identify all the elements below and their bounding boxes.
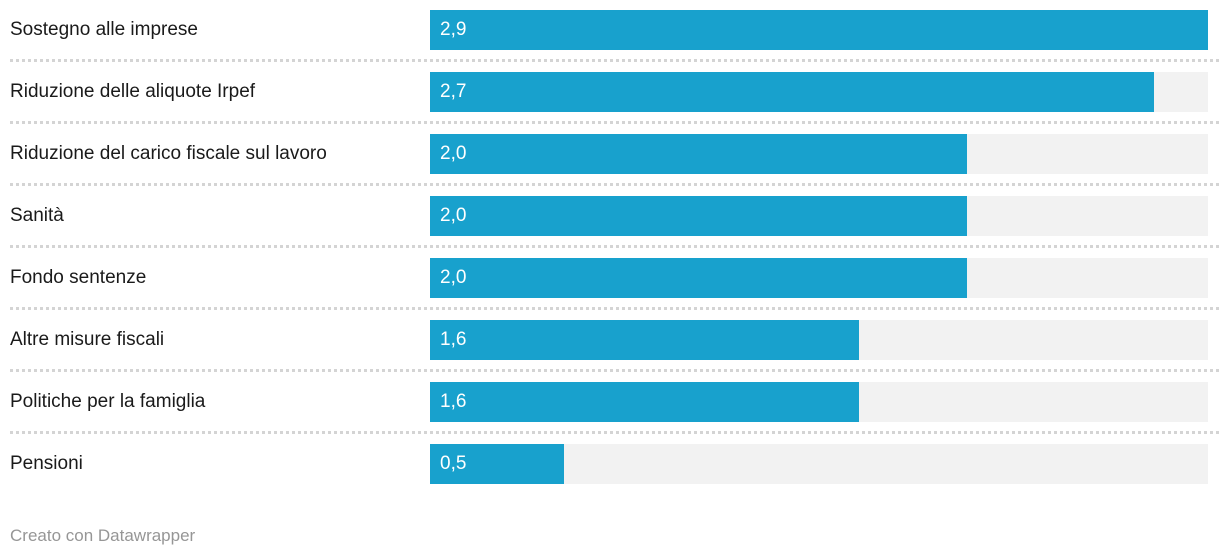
bar-value-label: 1,6 <box>440 329 467 350</box>
bar-track: 2,7 <box>430 72 1208 112</box>
bar-value-label: 2,7 <box>440 81 467 102</box>
bar-track: 1,6 <box>430 320 1208 360</box>
bar-track: 2,9 <box>430 10 1208 50</box>
bar-track: 1,6 <box>430 382 1208 422</box>
bar: 2,7 <box>430 72 1155 112</box>
category-label: Sostegno alle imprese <box>10 19 198 40</box>
row-separator <box>10 183 1220 186</box>
bar-value-label: 2,0 <box>440 267 467 288</box>
bar: 0,5 <box>430 444 565 484</box>
bar-value-label: 2,9 <box>440 19 467 40</box>
chart-row: Riduzione del carico fiscale sul lavoro 2… <box>0 124 1220 186</box>
category-label: Pensioni <box>10 453 83 474</box>
bar-track: 2,0 <box>430 258 1208 298</box>
chart-row: Riduzione delle aliquote Irpef 2,7 <box>0 62 1220 124</box>
bar-value-label: 0,5 <box>440 453 467 474</box>
row-separator <box>10 431 1220 434</box>
bar: 2,9 <box>430 10 1208 50</box>
row-separator <box>10 59 1220 62</box>
row-separator <box>10 121 1220 124</box>
row-separator <box>10 307 1220 310</box>
chart-row: Sanità 2,0 <box>0 186 1220 248</box>
chart-rows: Sostegno alle imprese 2,9 Riduzione delle … <box>0 0 1220 496</box>
row-separator <box>10 245 1220 248</box>
bar: 2,0 <box>430 134 967 174</box>
chart-row: Fondo sentenze 2,0 <box>0 248 1220 310</box>
bar-track: 2,0 <box>430 134 1208 174</box>
bar: 2,0 <box>430 196 967 236</box>
bar-track: 0,5 <box>430 444 1208 484</box>
chart-row: Sostegno alle imprese 2,9 <box>0 0 1220 62</box>
datawrapper-credit-link[interactable]: Creato con Datawrapper <box>10 526 196 545</box>
bar-track: 2,0 <box>430 196 1208 236</box>
chart-row: Pensioni 0,5 <box>0 434 1220 496</box>
category-label: Politiche per la famiglia <box>10 391 206 412</box>
bar: 1,6 <box>430 320 860 360</box>
category-label: Riduzione delle aliquote Irpef <box>10 81 256 102</box>
category-label: Fondo sentenze <box>10 267 147 288</box>
category-label: Altre misure fiscali <box>10 329 165 350</box>
category-label: Riduzione del carico fiscale sul lavoro <box>10 143 327 164</box>
bar: 1,6 <box>430 382 860 422</box>
chart-footer: Creato con Datawrapper <box>0 526 1220 546</box>
chart-row: Politiche per la famiglia 1,6 <box>0 372 1220 434</box>
bar: 2,0 <box>430 258 967 298</box>
bar-value-label: 2,0 <box>440 205 467 226</box>
category-label: Sanità <box>10 205 64 226</box>
row-separator <box>10 369 1220 372</box>
chart-row: Altre misure fiscali 1,6 <box>0 310 1220 372</box>
bar-value-label: 1,6 <box>440 391 467 412</box>
bar-value-label: 2,0 <box>440 143 467 164</box>
bar-chart: Sostegno alle imprese 2,9 Riduzione delle … <box>0 0 1220 546</box>
